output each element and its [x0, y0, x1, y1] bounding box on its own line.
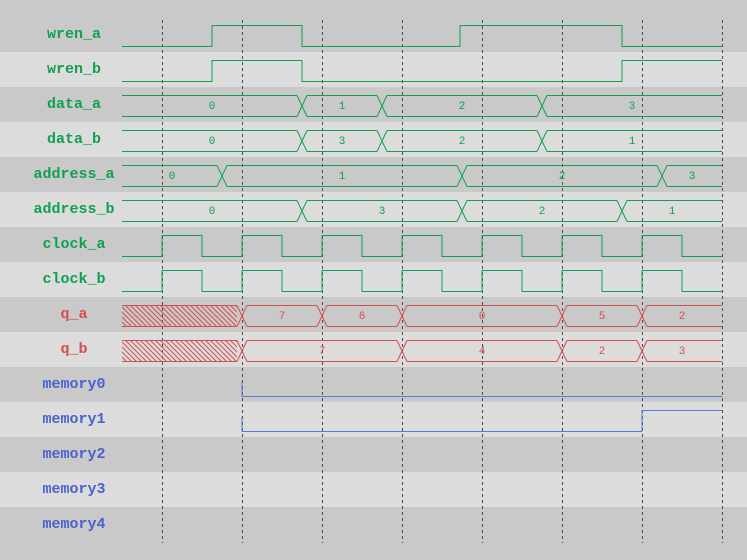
wave-memory0[interactable]	[241, 382, 722, 397]
bus-value-address_a-2: 2	[559, 171, 566, 183]
bus-value-data_b-3: 1	[629, 136, 636, 148]
bus-value-data_a-1: 1	[339, 101, 346, 113]
wave-memory1[interactable]	[241, 410, 722, 432]
bus-value-q_b-1: 7	[319, 346, 326, 358]
wave-data_a[interactable]: 0 1 2 3	[122, 95, 722, 117]
bus-value-address_b-1: 3	[379, 206, 386, 218]
signal-label-q_b[interactable]: q_b	[60, 341, 88, 358]
wave-data_b[interactable]: 0 3 2 1	[122, 130, 722, 152]
bus-value-data_a-0: 0	[209, 101, 216, 113]
bus-value-address_a-3: 3	[689, 171, 696, 183]
signal-label-memory0[interactable]: memory0	[42, 376, 106, 393]
bus-value-address_b-2: 2	[539, 206, 546, 218]
signal-label-memory4[interactable]: memory4	[42, 516, 106, 533]
signal-label-memory3[interactable]: memory3	[42, 481, 106, 498]
bus-value-q_b-2: 4	[479, 346, 486, 358]
signal-label-q_a[interactable]: q_a	[60, 306, 88, 323]
bus-value-data_a-2: 2	[459, 101, 466, 113]
wave-address_b[interactable]: 0 3 2 1	[122, 200, 722, 222]
signal-label-memory2[interactable]: memory2	[42, 446, 106, 463]
signal-label-data_a[interactable]: data_a	[46, 96, 101, 113]
wave-q_b[interactable]: 7 4 2 3	[122, 340, 722, 362]
wave-wren_a[interactable]	[122, 25, 722, 47]
signal-label-address_a[interactable]: address_a	[33, 166, 115, 183]
signal-label-clock_b[interactable]: clock_b	[42, 271, 106, 288]
bus-value-q_a-2: 6	[359, 311, 366, 323]
signal-label-wren_b[interactable]: wren_b	[46, 61, 101, 78]
wave-q_a[interactable]: 7 6 0 5 2	[122, 305, 722, 327]
signal-label-clock_a[interactable]: clock_a	[42, 236, 106, 253]
wave-clock_a[interactable]	[122, 235, 722, 257]
bus-value-data_b-1: 3	[339, 136, 346, 148]
bus-value-address_a-1: 1	[339, 171, 346, 183]
bus-value-address_b-0: 0	[209, 206, 216, 218]
bus-value-data_a-3: 3	[629, 101, 636, 113]
bus-value-q_a-3: 0	[479, 311, 486, 323]
bus-value-data_b-0: 0	[209, 136, 216, 148]
bus-value-q_b-4: 3	[679, 346, 686, 358]
bus-value-q_a-4: 5	[599, 311, 606, 323]
signal-label-wren_a[interactable]: wren_a	[46, 26, 101, 43]
bus-value-address_b-3: 1	[669, 206, 676, 218]
wave-clock_b[interactable]	[122, 270, 722, 292]
bus-value-address_a-0: 0	[169, 171, 176, 183]
bus-value-q_a-5: 2	[679, 311, 686, 323]
signal-label-memory1[interactable]: memory1	[42, 411, 106, 428]
wave-wren_b[interactable]	[122, 60, 722, 82]
signal-label-address_b[interactable]: address_b	[33, 201, 115, 218]
bus-value-q_a-1: 7	[279, 311, 286, 323]
wave-address_a[interactable]: 0 1 2 3	[122, 165, 722, 187]
bus-value-data_b-2: 2	[459, 136, 466, 148]
bus-value-q_b-3: 2	[599, 346, 606, 358]
signal-label-data_b[interactable]: data_b	[46, 131, 101, 148]
